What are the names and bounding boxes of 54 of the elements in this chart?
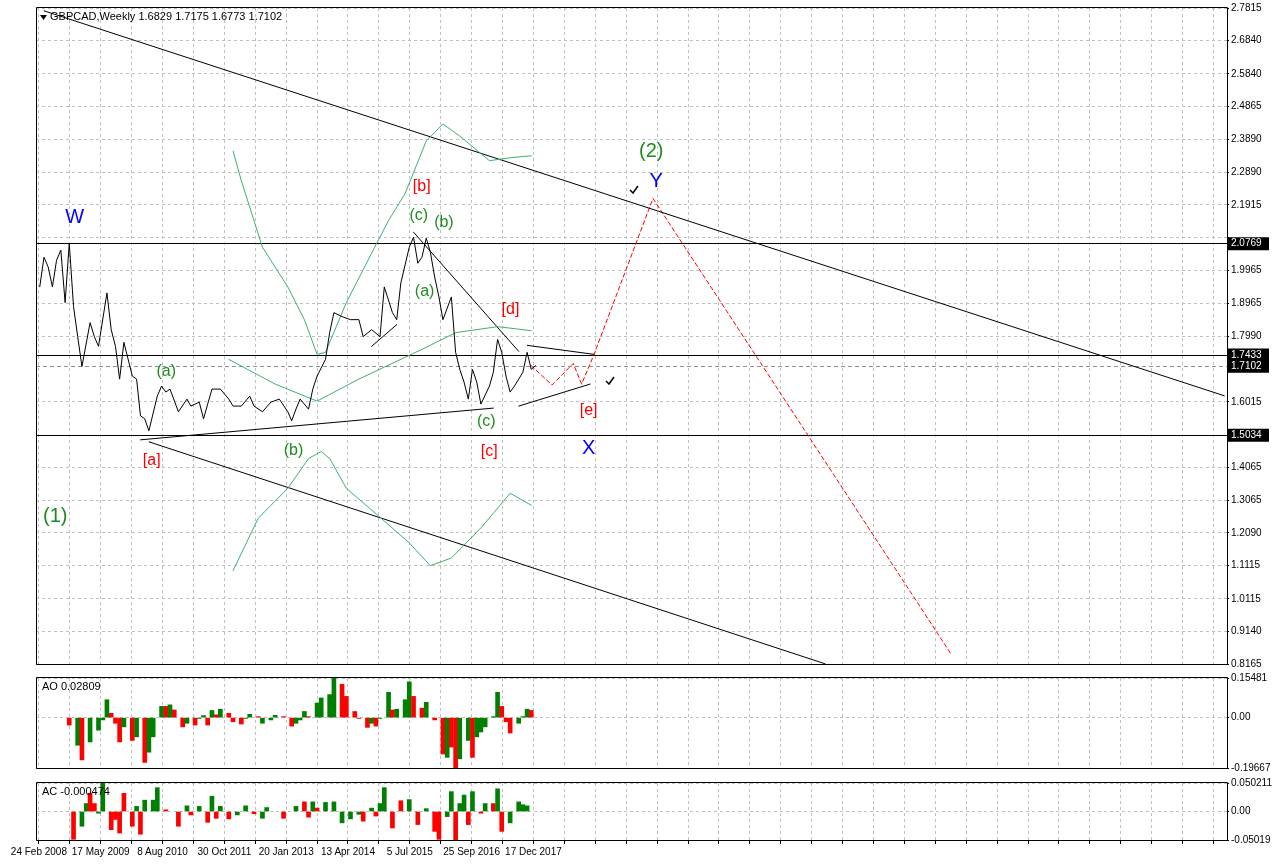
y-tick-label: 0.8165 <box>1231 657 1263 669</box>
x-tick-label: 25 Sep 2016 <box>443 845 501 857</box>
y-tick-label: 1.1115 <box>1231 559 1261 571</box>
annotation: W <box>65 204 85 227</box>
y-tick-label: -0.19667 <box>1231 761 1271 773</box>
annotation: [c] <box>480 442 498 460</box>
ref-line-label: 1.7433 <box>1231 348 1263 360</box>
annotation: [d] <box>501 300 520 318</box>
y-tick-label: 0.9140 <box>1231 625 1263 637</box>
annotation: [b] <box>412 177 431 195</box>
x-tick-label: 8 Aug 2010 <box>137 845 189 857</box>
y-tick-label: 2.7815 <box>1231 1 1263 13</box>
y-tick-label: 1.4065 <box>1231 460 1263 472</box>
y-tick-label: 2.1915 <box>1231 198 1263 210</box>
annotation: (c) <box>409 205 429 223</box>
chart-title: AO 0.02809 <box>42 680 101 693</box>
y-tick-label: 1.0115 <box>1231 592 1262 604</box>
y-tick-label: 0.15481 <box>1231 671 1268 683</box>
y-tick-label: 1.7990 <box>1231 329 1263 341</box>
y-tick-label: 2.6840 <box>1231 34 1263 46</box>
y-tick-label: 0.00 <box>1231 711 1251 723</box>
y-tick-label: 1.9965 <box>1231 263 1263 275</box>
annotation: (a) <box>156 361 176 379</box>
annotation: [e] <box>579 401 598 419</box>
y-tick-label: 2.4865 <box>1231 100 1263 112</box>
y-tick-label: 2.3890 <box>1231 132 1263 144</box>
annotation: (c) <box>477 412 496 430</box>
x-tick-label: 24 Feb 2008 <box>10 845 68 857</box>
x-tick-label: 17 Dec 2017 <box>505 845 563 857</box>
x-tick-label: 5 Jul 2015 <box>386 845 434 857</box>
annotation: (a) <box>414 282 435 300</box>
annotation: (b) <box>434 212 454 230</box>
annotation: Y <box>649 169 663 192</box>
ref-line-label: 1.7102 <box>1231 359 1263 371</box>
y-tick-label: 0.050211 <box>1231 776 1273 788</box>
y-tick-label: 1.2090 <box>1231 526 1263 538</box>
x-tick-label: 30 Oct 2011 <box>197 845 252 857</box>
y-tick-label: -0.05019 <box>1231 833 1271 845</box>
annotation: (1) <box>43 503 68 526</box>
annotation: [a] <box>142 450 161 468</box>
annotation: (2) <box>639 139 664 162</box>
y-tick-label: 2.5840 <box>1231 67 1263 79</box>
y-tick-label: 0.00 <box>1231 805 1251 817</box>
y-tick-label: 1.8965 <box>1231 297 1263 309</box>
y-tick-label: 1.6015 <box>1231 395 1263 407</box>
annotation: (b) <box>283 441 304 459</box>
y-tick-label: 1.3065 <box>1231 494 1263 506</box>
x-tick-label: 13 Apr 2014 <box>321 845 376 857</box>
ref-line-label: 2.0769 <box>1231 237 1263 249</box>
y-tick-label: 2.2890 <box>1231 166 1263 178</box>
ref-line-label: 1.5034 <box>1231 428 1263 440</box>
annotation: X <box>581 436 596 459</box>
x-tick-label: 17 May 2009 <box>71 845 131 857</box>
x-tick-label: 20 Jan 2013 <box>258 845 315 857</box>
